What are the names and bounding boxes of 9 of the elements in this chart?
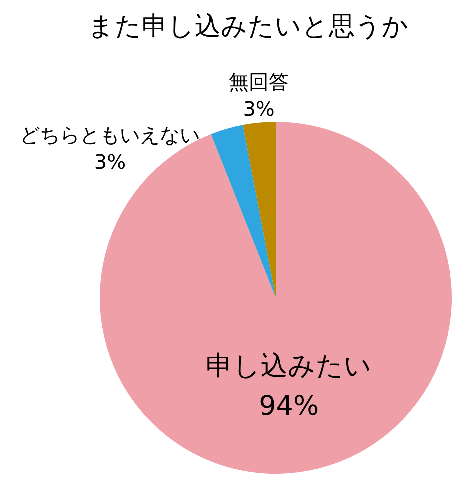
pie-slice bbox=[211, 125, 276, 298]
pie-slice bbox=[243, 122, 276, 298]
slice-label: 申し込みたい bbox=[206, 350, 372, 382]
slice-label: 無回答 bbox=[229, 70, 290, 94]
data-label: 94% bbox=[259, 390, 320, 422]
data-label: 3% bbox=[243, 96, 275, 121]
data-label: 3% bbox=[94, 150, 126, 174]
chart-title: また申し込みたいと思うか bbox=[88, 12, 409, 42]
slice-label: どちらともいえない bbox=[20, 122, 200, 147]
